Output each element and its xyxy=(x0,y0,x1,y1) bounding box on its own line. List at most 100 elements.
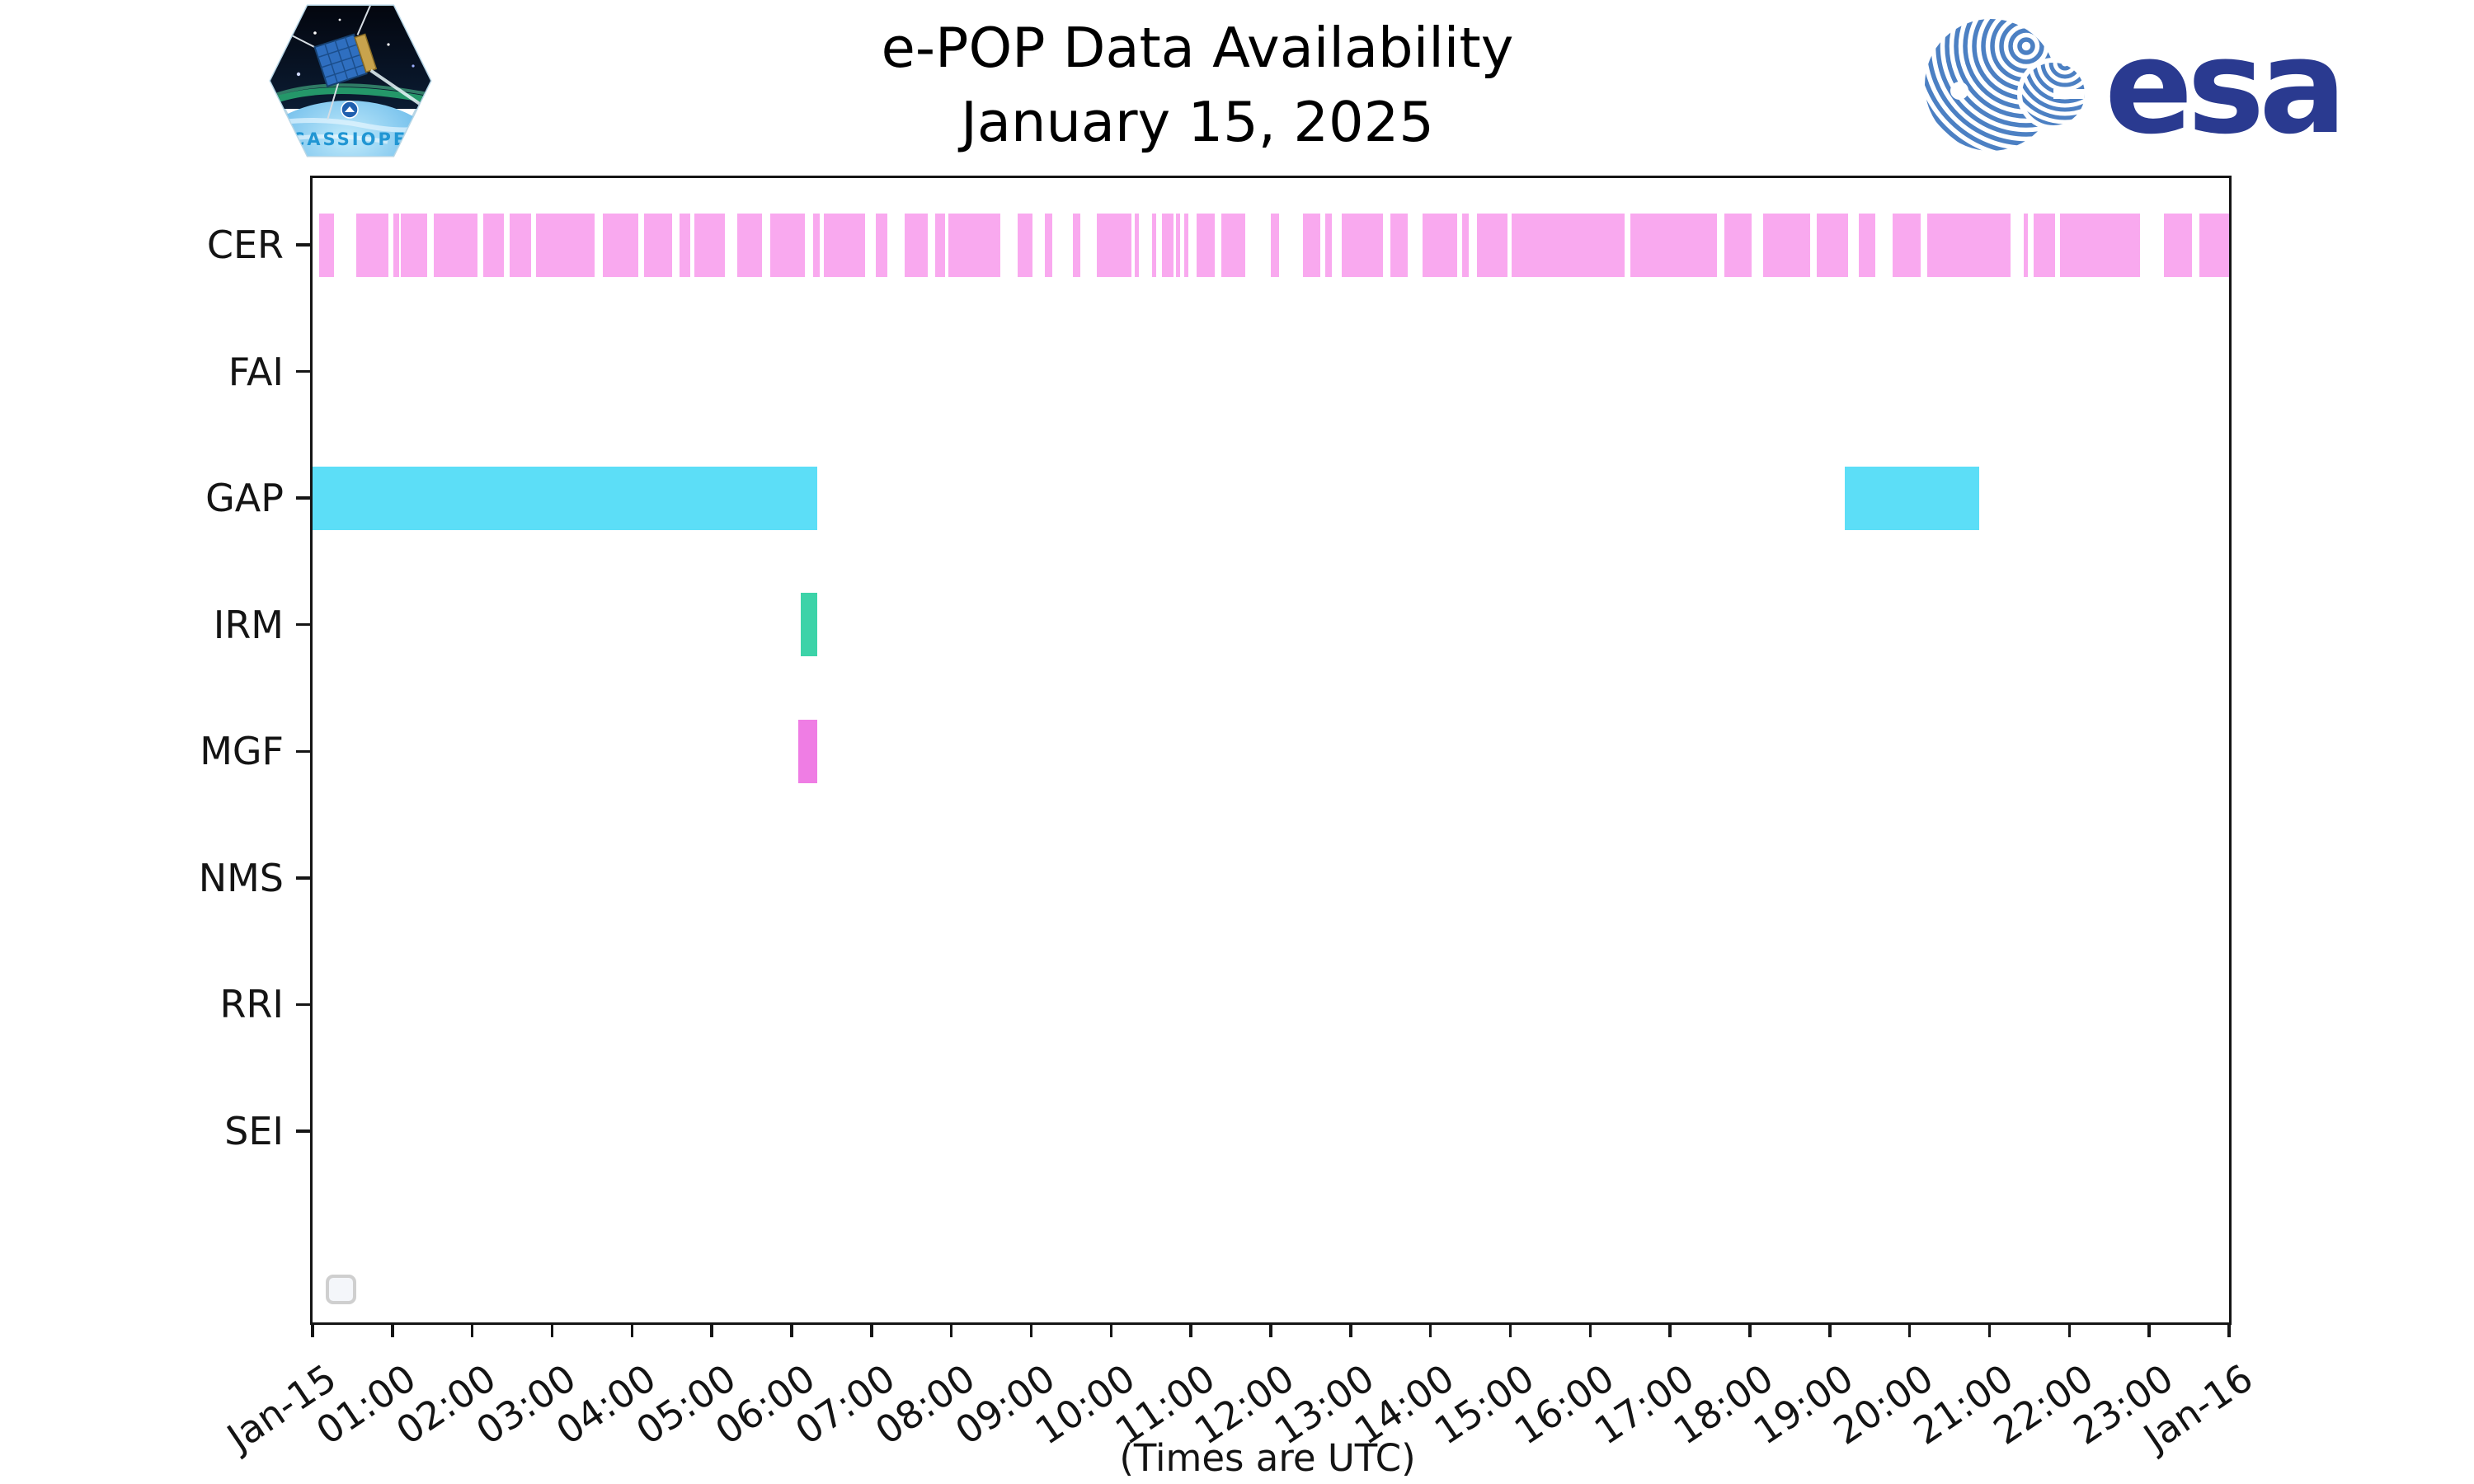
y-tick-CER xyxy=(296,243,310,247)
availability-bar-IRM xyxy=(801,593,817,657)
availability-bar-CER xyxy=(1341,213,1383,277)
x-tick-4 xyxy=(630,1325,634,1337)
x-tick-16 xyxy=(1588,1325,1592,1337)
availability-bar-CER xyxy=(770,213,806,277)
x-tick-13 xyxy=(1349,1325,1352,1337)
availability-bar-CER xyxy=(602,213,639,277)
availability-bar-CER xyxy=(319,213,334,277)
availability-bar-CER xyxy=(1096,213,1131,277)
availability-bar-CER xyxy=(1184,213,1188,277)
availability-bar-CER xyxy=(1135,213,1140,277)
availability-bar-CER xyxy=(1422,213,1457,277)
chart-plot-area: CER FAI GAP IRM MGF NMS RRI SEI Jan-15 01:00 02:00… xyxy=(199,176,2260,1459)
availability-bar-GAP xyxy=(313,466,817,530)
availability-bar-CER xyxy=(1512,213,1625,277)
availability-bar-CER xyxy=(393,213,399,277)
x-tick-7 xyxy=(870,1325,873,1337)
legend-box xyxy=(326,1275,356,1304)
availability-bar-CER xyxy=(875,213,888,277)
availability-bar-CER xyxy=(1859,213,1875,277)
x-tick-14 xyxy=(1428,1325,1432,1337)
y-tick-IRM xyxy=(296,622,310,627)
x-tick-18 xyxy=(1748,1325,1752,1337)
x-tick-10 xyxy=(1109,1325,1113,1337)
y-tick-label-SEI: SEI xyxy=(224,1108,284,1153)
title-line-1: e-POP Data Availability xyxy=(881,16,1514,80)
y-tick-label-FAI: FAI xyxy=(228,349,284,394)
availability-bar-CER xyxy=(948,213,1001,277)
availability-bar-CER xyxy=(1176,213,1181,277)
availability-bar-CER xyxy=(1926,213,2011,277)
x-tick-19 xyxy=(1828,1325,1832,1337)
x-tick-6 xyxy=(790,1325,793,1337)
availability-bar-CER xyxy=(2033,213,2055,277)
y-tick-label-CER: CER xyxy=(206,223,284,267)
availability-bar-CER xyxy=(1018,213,1033,277)
availability-bar-CER xyxy=(2199,213,2229,277)
esa-logo: esa xyxy=(1923,12,2347,163)
x-tick-5 xyxy=(710,1325,713,1337)
esa-wordmark: esa xyxy=(2105,12,2347,163)
x-tick-1 xyxy=(391,1325,394,1337)
availability-bar-CER xyxy=(509,213,531,277)
availability-bar-CER xyxy=(1196,213,1216,277)
x-tick-17 xyxy=(1668,1325,1672,1337)
x-tick-2 xyxy=(470,1325,474,1337)
chart-title: e-POP Data Availability January 15, 2025 xyxy=(882,12,1514,160)
y-tick-FAI xyxy=(296,369,310,373)
availability-bar-GAP xyxy=(1844,466,1979,530)
availability-bar-CER xyxy=(694,213,726,277)
y-tick-NMS xyxy=(296,876,310,880)
y-tick-label-NMS: NMS xyxy=(198,855,284,900)
y-tick-SEI xyxy=(296,1129,310,1133)
availability-bar-CER xyxy=(823,213,865,277)
x-tick-8 xyxy=(949,1325,953,1337)
y-tick-label-IRM: IRM xyxy=(213,602,284,647)
availability-bar-CER xyxy=(680,213,691,277)
availability-bar-CER xyxy=(1271,213,1279,277)
x-axis-label: (Times are UTC) xyxy=(1119,1436,1416,1480)
availability-bar-CER xyxy=(2163,213,2192,277)
availability-bar-CER xyxy=(482,213,505,277)
x-tick-11 xyxy=(1189,1325,1192,1337)
cassiope-satellite xyxy=(283,6,430,120)
y-tick-GAP xyxy=(296,496,310,500)
availability-bar-CER xyxy=(1763,213,1810,277)
availability-bar-CER xyxy=(935,213,945,277)
x-tick-12 xyxy=(1269,1325,1272,1337)
availability-bar-CER xyxy=(1630,213,1717,277)
x-tick-3 xyxy=(550,1325,554,1337)
availability-bar-CER xyxy=(1816,213,1849,277)
y-tick-RRI xyxy=(296,1003,310,1007)
x-tick-21 xyxy=(1987,1325,1992,1337)
availability-bar-CER xyxy=(1044,213,1053,277)
availability-bar-CER xyxy=(905,213,928,277)
x-tick-24 xyxy=(2227,1325,2231,1337)
title-line-2: January 15, 2025 xyxy=(961,89,1434,154)
availability-bar-CER xyxy=(433,213,478,277)
x-tick-22 xyxy=(2067,1325,2072,1337)
esa-globe-icon xyxy=(1925,19,2090,151)
availability-bar-CER xyxy=(536,213,595,277)
availability-bar-CER xyxy=(736,213,763,277)
availability-bar-CER xyxy=(1161,213,1174,277)
availability-bar-CER xyxy=(400,213,427,277)
x-tick-23 xyxy=(2147,1325,2151,1337)
availability-bar-CER xyxy=(1462,213,1470,277)
availability-bar-CER xyxy=(812,213,820,277)
x-tick-15 xyxy=(1508,1325,1512,1337)
y-tick-MGF xyxy=(296,749,310,754)
availability-bar-CER xyxy=(1390,213,1409,277)
x-tick-0 xyxy=(311,1325,314,1337)
availability-bar-CER xyxy=(356,213,388,277)
availability-bar-CER xyxy=(1724,213,1752,277)
availability-bar-CER xyxy=(2060,213,2140,277)
availability-bar-CER xyxy=(1152,213,1157,277)
availability-bar-CER xyxy=(2024,213,2029,277)
y-tick-label-GAP: GAP xyxy=(205,476,284,521)
availability-bar-CER xyxy=(1221,213,1246,277)
x-tick-9 xyxy=(1029,1325,1033,1337)
cassiope-mission-patch: CASSIOPE xyxy=(269,4,432,157)
y-tick-label-RRI: RRI xyxy=(219,982,285,1027)
